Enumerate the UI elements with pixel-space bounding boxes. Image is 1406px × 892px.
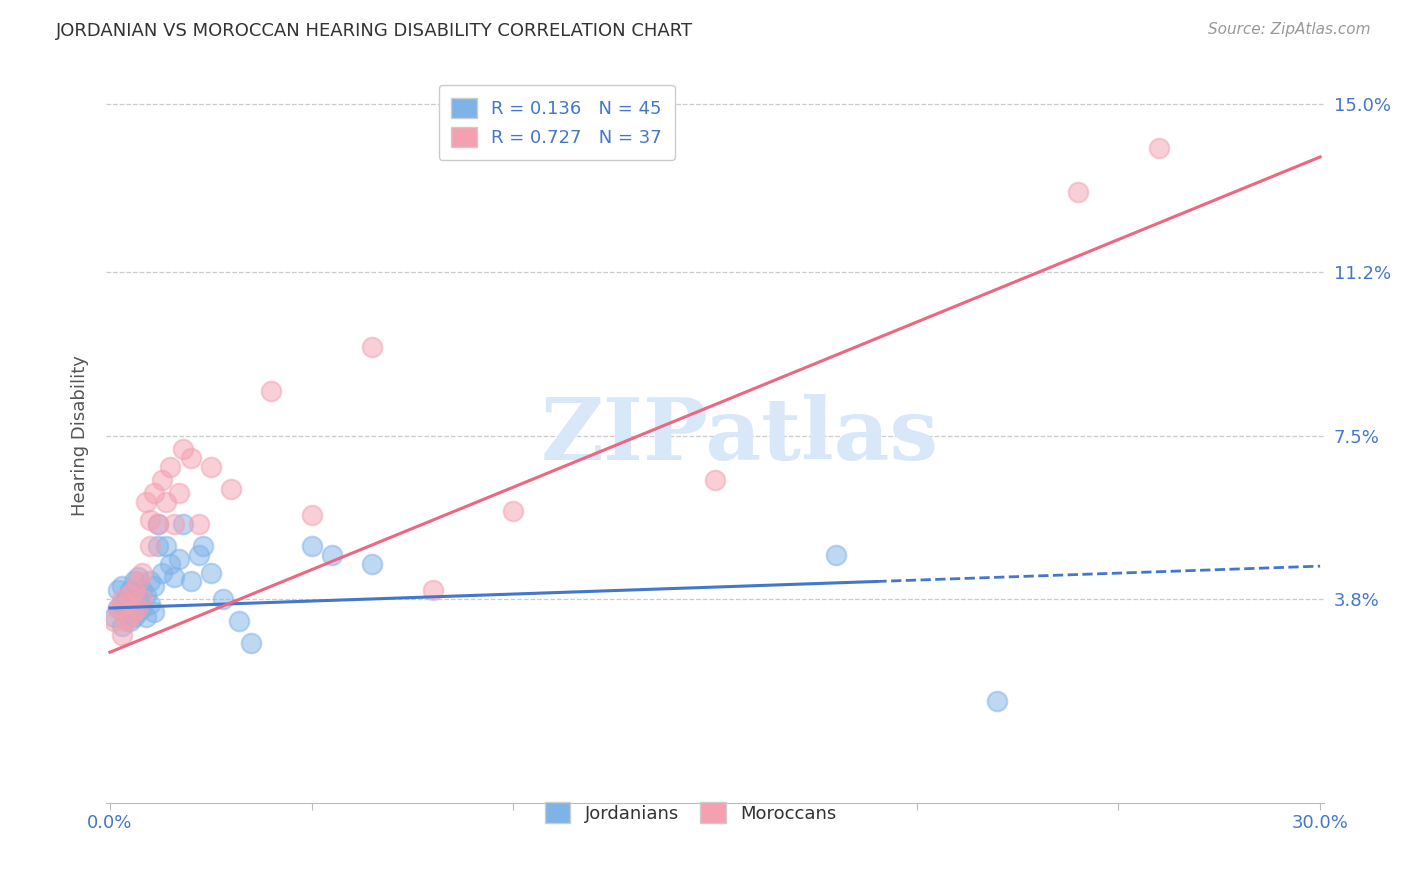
Point — [103, 610, 125, 624]
Text: ZIPatlas: ZIPatlas — [540, 393, 938, 477]
Point — [825, 548, 848, 562]
Point — [135, 495, 157, 509]
Point — [115, 597, 138, 611]
Point — [150, 566, 173, 580]
Text: Source: ZipAtlas.com: Source: ZipAtlas.com — [1208, 22, 1371, 37]
Point — [115, 592, 138, 607]
Point — [107, 601, 129, 615]
Point — [180, 450, 202, 465]
Point — [1147, 141, 1170, 155]
Point — [155, 495, 177, 509]
Point — [228, 615, 250, 629]
Point — [191, 539, 214, 553]
Point — [120, 610, 142, 624]
Point — [172, 442, 194, 456]
Point — [122, 583, 145, 598]
Point — [122, 610, 145, 624]
Point — [139, 539, 162, 553]
Point — [240, 636, 263, 650]
Point — [163, 570, 186, 584]
Point — [107, 583, 129, 598]
Point — [502, 504, 524, 518]
Point — [172, 516, 194, 531]
Point — [139, 574, 162, 589]
Point — [361, 340, 384, 354]
Point — [219, 482, 242, 496]
Point — [148, 516, 170, 531]
Point — [187, 548, 209, 562]
Point — [127, 570, 149, 584]
Point — [301, 539, 323, 553]
Point — [212, 592, 235, 607]
Point — [122, 606, 145, 620]
Point — [120, 588, 142, 602]
Point — [143, 486, 166, 500]
Point — [107, 601, 129, 615]
Point — [127, 592, 149, 607]
Point — [167, 486, 190, 500]
Point — [122, 574, 145, 589]
Point — [131, 566, 153, 580]
Point — [115, 615, 138, 629]
Legend: Jordanians, Moroccans: Jordanians, Moroccans — [534, 791, 848, 834]
Point — [131, 583, 153, 598]
Text: JORDANIAN VS MOROCCAN HEARING DISABILITY CORRELATION CHART: JORDANIAN VS MOROCCAN HEARING DISABILITY… — [56, 22, 693, 40]
Point — [103, 615, 125, 629]
Point — [143, 606, 166, 620]
Point — [135, 610, 157, 624]
Point — [131, 601, 153, 615]
Point — [301, 508, 323, 523]
Point — [111, 618, 134, 632]
Point — [159, 557, 181, 571]
Point — [127, 574, 149, 589]
Point — [155, 539, 177, 553]
Point — [127, 606, 149, 620]
Point — [111, 579, 134, 593]
Point — [704, 473, 727, 487]
Point — [139, 512, 162, 526]
Point — [167, 552, 190, 566]
Point — [200, 566, 222, 580]
Point — [131, 592, 153, 607]
Point — [163, 516, 186, 531]
Point — [148, 539, 170, 553]
Point — [150, 473, 173, 487]
Point — [159, 459, 181, 474]
Point — [200, 459, 222, 474]
Point — [111, 592, 134, 607]
Point — [143, 579, 166, 593]
Point — [111, 627, 134, 641]
Point — [361, 557, 384, 571]
Point — [111, 597, 134, 611]
Point — [187, 516, 209, 531]
Point — [120, 601, 142, 615]
Point — [422, 583, 444, 598]
Point — [139, 597, 162, 611]
Point — [260, 384, 283, 399]
Point — [180, 574, 202, 589]
Point — [986, 694, 1008, 708]
Point — [1067, 186, 1090, 200]
Point — [321, 548, 343, 562]
Point — [148, 516, 170, 531]
Point — [120, 615, 142, 629]
Point — [135, 588, 157, 602]
Point — [127, 601, 149, 615]
Point — [122, 597, 145, 611]
Y-axis label: Hearing Disability: Hearing Disability — [72, 355, 89, 516]
Point — [120, 583, 142, 598]
Point — [115, 606, 138, 620]
